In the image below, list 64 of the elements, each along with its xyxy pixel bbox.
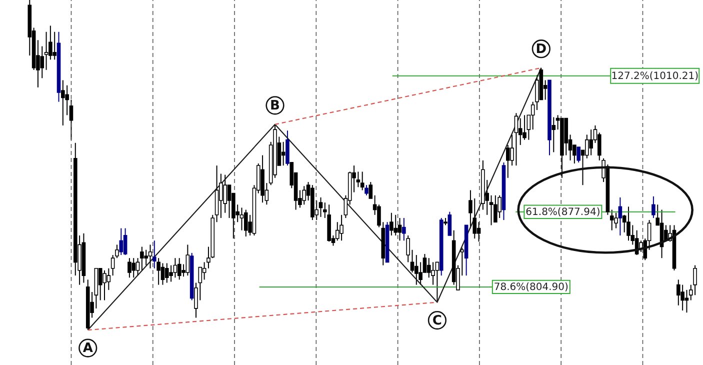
candlestick (156, 258, 160, 286)
candlestick (164, 262, 169, 284)
candlestick (286, 130, 290, 166)
candlestick (160, 262, 165, 286)
candlestick (227, 184, 232, 218)
candlestick (448, 211, 452, 236)
candlestick (693, 264, 697, 296)
candlestick (61, 80, 65, 126)
candlestick (626, 206, 630, 242)
candlestick (186, 244, 190, 276)
candlestick (244, 209, 248, 237)
candlestick (140, 246, 144, 271)
candlestick (489, 194, 494, 226)
candlestick (128, 258, 132, 278)
candlestick (202, 262, 206, 280)
candlestick (514, 112, 518, 166)
candlestick (652, 196, 656, 218)
candlestick (340, 214, 344, 242)
candlestick (102, 270, 106, 301)
candlestick (240, 207, 244, 231)
ref-line-label: 78.6%(804.90) (494, 282, 569, 293)
candlestick (177, 258, 182, 280)
candlestick (364, 184, 368, 196)
candlestick (148, 244, 152, 269)
candlestick (368, 181, 373, 199)
candlestick (318, 196, 323, 218)
candlestick (52, 31, 56, 60)
candlestick (44, 31, 48, 70)
candlestick (618, 196, 622, 236)
candlestick (98, 268, 102, 301)
candlestick (476, 222, 481, 242)
candlestick (360, 171, 364, 191)
candlestick (356, 171, 360, 188)
candlestick (614, 212, 618, 229)
candlestick (194, 282, 198, 318)
candlestick (173, 258, 178, 278)
candlestick (394, 214, 398, 236)
candlestick (552, 116, 556, 153)
annotation: D (536, 42, 547, 57)
candlestick (152, 240, 156, 269)
ref-line-label: 127.2%(1010.21) (611, 70, 699, 82)
candlestick (506, 144, 510, 178)
candlestick (119, 228, 124, 256)
candlestick (414, 254, 418, 286)
candlestick (402, 217, 406, 242)
candlestick (494, 194, 498, 223)
annotation: B (270, 98, 280, 114)
candlestick (435, 262, 440, 303)
annotation: C (432, 313, 442, 328)
candlestick (123, 228, 128, 256)
annotation: A (82, 341, 93, 356)
candlestick (398, 217, 402, 242)
candlestick (589, 129, 593, 156)
ref-line-label: 61.8%(877.94) (526, 206, 600, 218)
candlestick (106, 268, 111, 290)
candlestick (40, 46, 44, 79)
candlestick (610, 209, 614, 231)
candlestick (622, 214, 626, 233)
candlestick (498, 194, 502, 218)
candlestick (132, 258, 136, 278)
candlestick (302, 186, 306, 206)
candlestick (390, 212, 394, 236)
candlestick (518, 118, 522, 146)
candlestick (576, 146, 580, 163)
